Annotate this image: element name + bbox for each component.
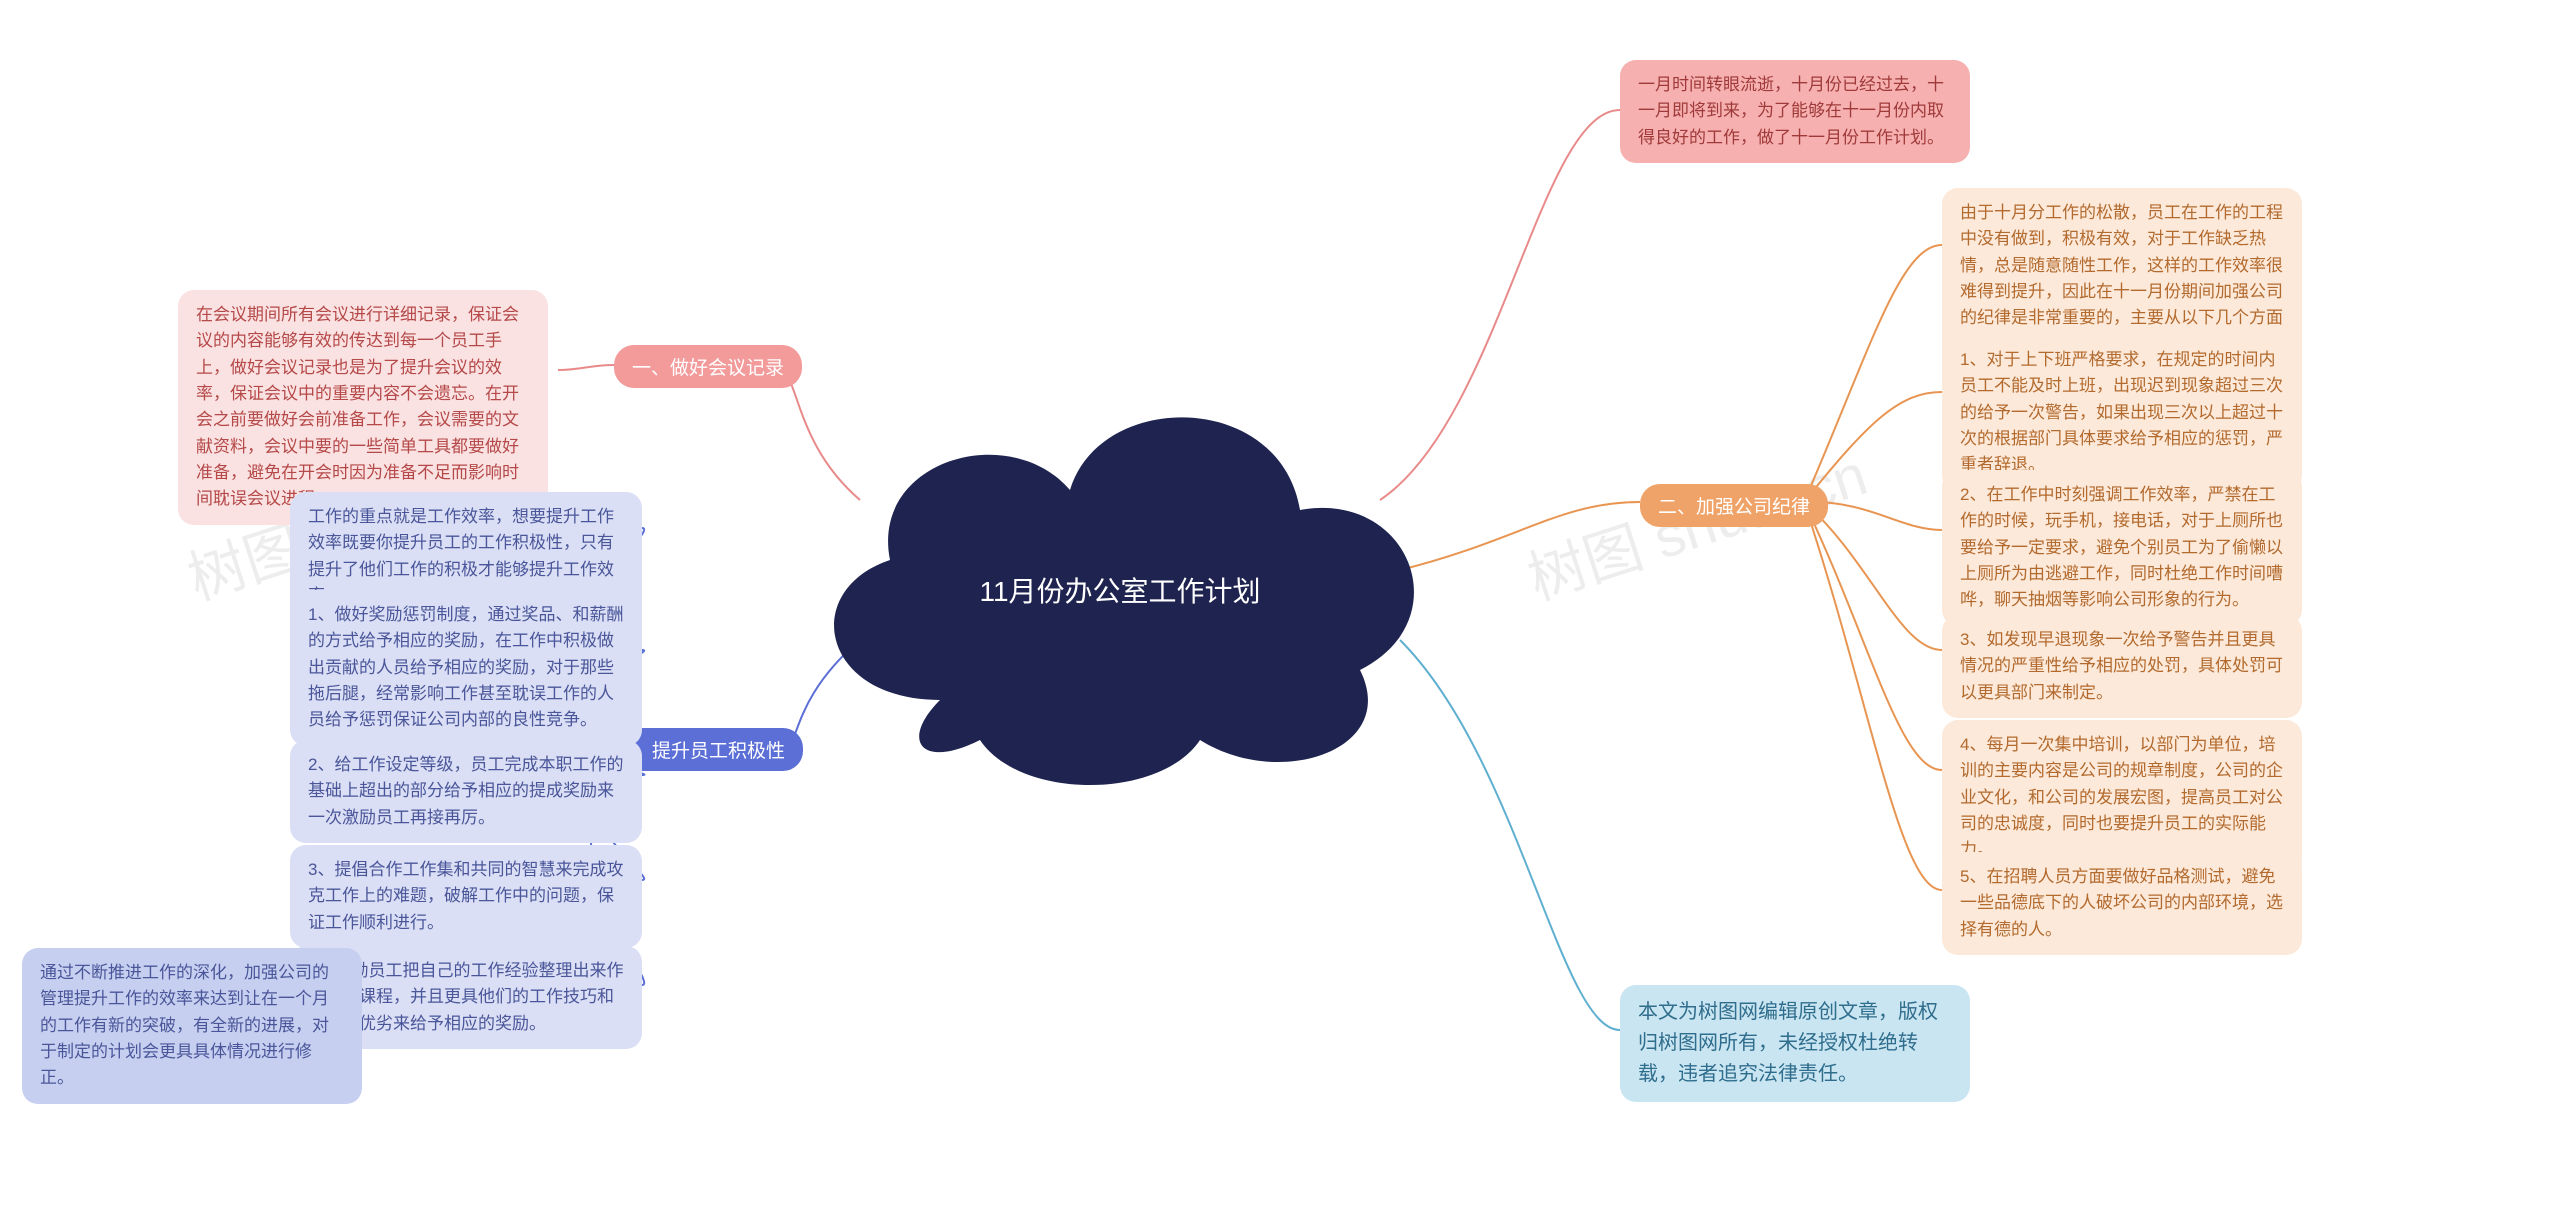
branch-1: 一、做好会议记录 [614, 345, 802, 388]
branch-2-leaf-2: 2、在工作中时刻强调工作效率，严禁在工作的时候，玩手机，接电话，对于上厕所也要给… [1942, 470, 2302, 626]
branch-3-leaf-1: 1、做好奖励惩罚制度，通过奖品、和薪酬的方式给予相应的奖励，在工作中积极做出贡献… [290, 590, 642, 746]
intro-node: 一月时间转眼流逝，十月份已经过去，十一月即将到来，为了能够在十一月份内取得良好的… [1620, 60, 1970, 163]
branch-3-leaf-2: 2、给工作设定等级，员工完成本职工作的基础上超出的部分给予相应的提成奖励来一次激… [290, 740, 642, 843]
closing-node: 通过不断推进工作的深化，加强公司的管理提升工作的效率来达到让在一个月的工作有新的… [22, 948, 362, 1104]
copyright-node: 本文为树图网编辑原创文章，版权归树图网所有，未经授权杜绝转载，违者追究法律责任。 [1620, 985, 1970, 1102]
branch-3-leaf-3: 3、提倡合作工作集和共同的智慧来完成攻克工作上的难题，破解工作中的问题，保证工作… [290, 845, 642, 948]
branch-2-leaf-1: 1、对于上下班严格要求，在规定的时间内员工不能及时上班，出现迟到现象超过三次的给… [1942, 335, 2302, 491]
branch-2: 二、加强公司纪律 [1640, 484, 1828, 527]
center-title: 11月份办公室工作计划 [760, 570, 1480, 610]
branch-1-leaf: 在会议期间所有会议进行详细记录，保证会议的内容能够有效的传达到每一个员工手上，做… [178, 290, 548, 525]
branch-2-leaf-5: 5、在招聘人员方面要做好品格测试，避免一些品德底下的人破坏公司的内部环境，选择有… [1942, 852, 2302, 955]
branch-2-leaf-3: 3、如发现早退现象一次给予警告并且更具情况的严重性给予相应的处罚，具体处罚可以更… [1942, 615, 2302, 718]
